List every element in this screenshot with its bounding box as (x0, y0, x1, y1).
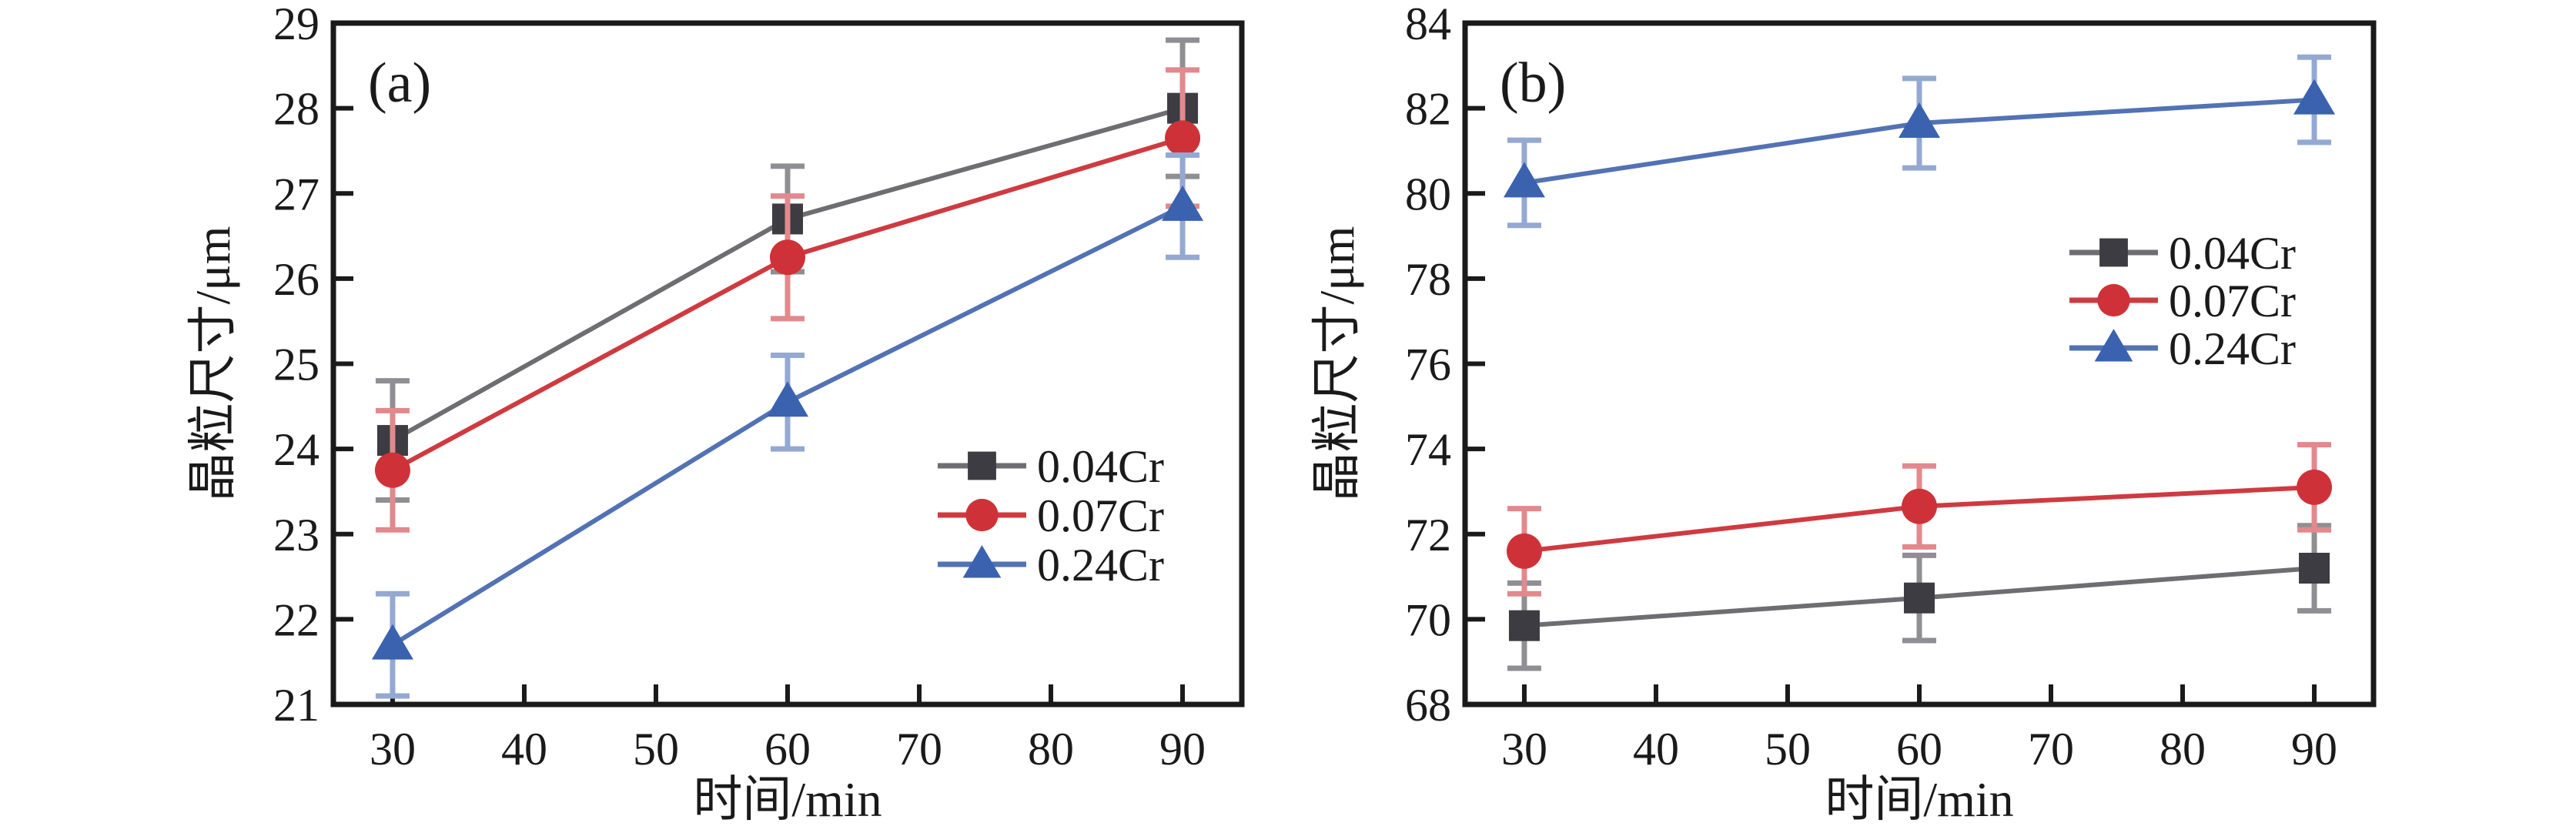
data-point-0.07Cr (770, 239, 805, 276)
data-point-0.07Cr (1165, 120, 1201, 156)
y-axis-label: 晶粒尺寸/μm (1310, 226, 1364, 502)
data-point-0.24Cr (371, 624, 413, 660)
legend-marker-0.24Cr (2094, 329, 2133, 362)
legend-marker-0.07Cr (2097, 283, 2130, 317)
legend-label-0.07Cr: 0.07Cr (2169, 276, 2296, 326)
legend-marker-0.07Cr (965, 498, 999, 532)
legend-label-0.07Cr: 0.07Cr (1037, 490, 1164, 541)
legend-marker-0.04Cr (2099, 238, 2128, 267)
panel-label: (a) (368, 52, 431, 115)
data-point-0.24Cr (1503, 162, 1545, 198)
y-tick-label: 26 (273, 254, 319, 305)
y-tick-label: 25 (273, 340, 319, 390)
y-tick-label: 28 (273, 84, 319, 135)
x-tick-label: 70 (896, 724, 942, 774)
data-point-0.24Cr (767, 381, 808, 417)
x-tick-label: 50 (1765, 724, 1811, 774)
x-axis-label: 时间/min (693, 772, 882, 827)
data-point-0.04Cr (1508, 610, 1540, 641)
y-tick-label: 68 (1405, 680, 1451, 731)
legend-marker-0.04Cr (968, 451, 996, 480)
x-tick-label: 40 (501, 724, 547, 774)
y-tick-label: 27 (273, 169, 319, 219)
legend-label-0.04Cr: 0.04Cr (1037, 441, 1164, 492)
data-point-0.24Cr (2293, 79, 2336, 115)
x-axis-label: 时间/min (1825, 772, 2013, 827)
data-point-0.07Cr (374, 452, 410, 488)
y-tick-label: 72 (1405, 510, 1451, 560)
y-tick-label: 74 (1405, 424, 1451, 475)
y-tick-label: 82 (1405, 84, 1451, 135)
y-tick-label: 22 (273, 594, 319, 645)
data-point-0.24Cr (1162, 185, 1204, 221)
data-point-0.04Cr (1904, 582, 1935, 614)
legend-label-0.24Cr: 0.24Cr (1037, 540, 1164, 590)
y-tick-label: 80 (1405, 169, 1451, 219)
x-tick-label: 70 (2028, 724, 2074, 774)
y-axis-label: 晶粒尺寸/μm (186, 226, 240, 502)
x-tick-label: 30 (1501, 724, 1547, 774)
x-tick-label: 90 (2291, 724, 2337, 774)
data-point-0.07Cr (2297, 469, 2333, 505)
data-point-0.04Cr (2299, 553, 2330, 584)
data-point-0.07Cr (1902, 488, 1937, 524)
x-tick-label: 50 (633, 724, 679, 774)
x-tick-label: 40 (1633, 724, 1679, 774)
x-tick-label: 90 (1159, 724, 1206, 774)
y-tick-label: 78 (1405, 254, 1451, 305)
legend-label-0.24Cr: 0.24Cr (2169, 323, 2296, 374)
data-point-0.24Cr (1899, 102, 1940, 138)
y-tick-label: 21 (273, 680, 319, 731)
y-tick-label: 29 (273, 0, 319, 49)
y-tick-label: 70 (1405, 594, 1451, 645)
legend-label-0.04Cr: 0.04Cr (2169, 228, 2296, 279)
data-point-0.07Cr (1506, 533, 1542, 569)
y-tick-label: 23 (273, 510, 319, 560)
x-tick-label: 30 (370, 724, 416, 774)
x-tick-label: 80 (2159, 724, 2206, 774)
x-tick-label: 60 (1896, 724, 1942, 774)
y-tick-label: 24 (273, 424, 319, 475)
panel-label: (b) (1500, 52, 1566, 115)
y-tick-label: 84 (1405, 0, 1451, 49)
legend-marker-0.24Cr (962, 545, 1002, 578)
y-tick-label: 76 (1405, 340, 1451, 390)
x-tick-label: 60 (764, 724, 811, 774)
x-tick-label: 80 (1028, 724, 1074, 774)
